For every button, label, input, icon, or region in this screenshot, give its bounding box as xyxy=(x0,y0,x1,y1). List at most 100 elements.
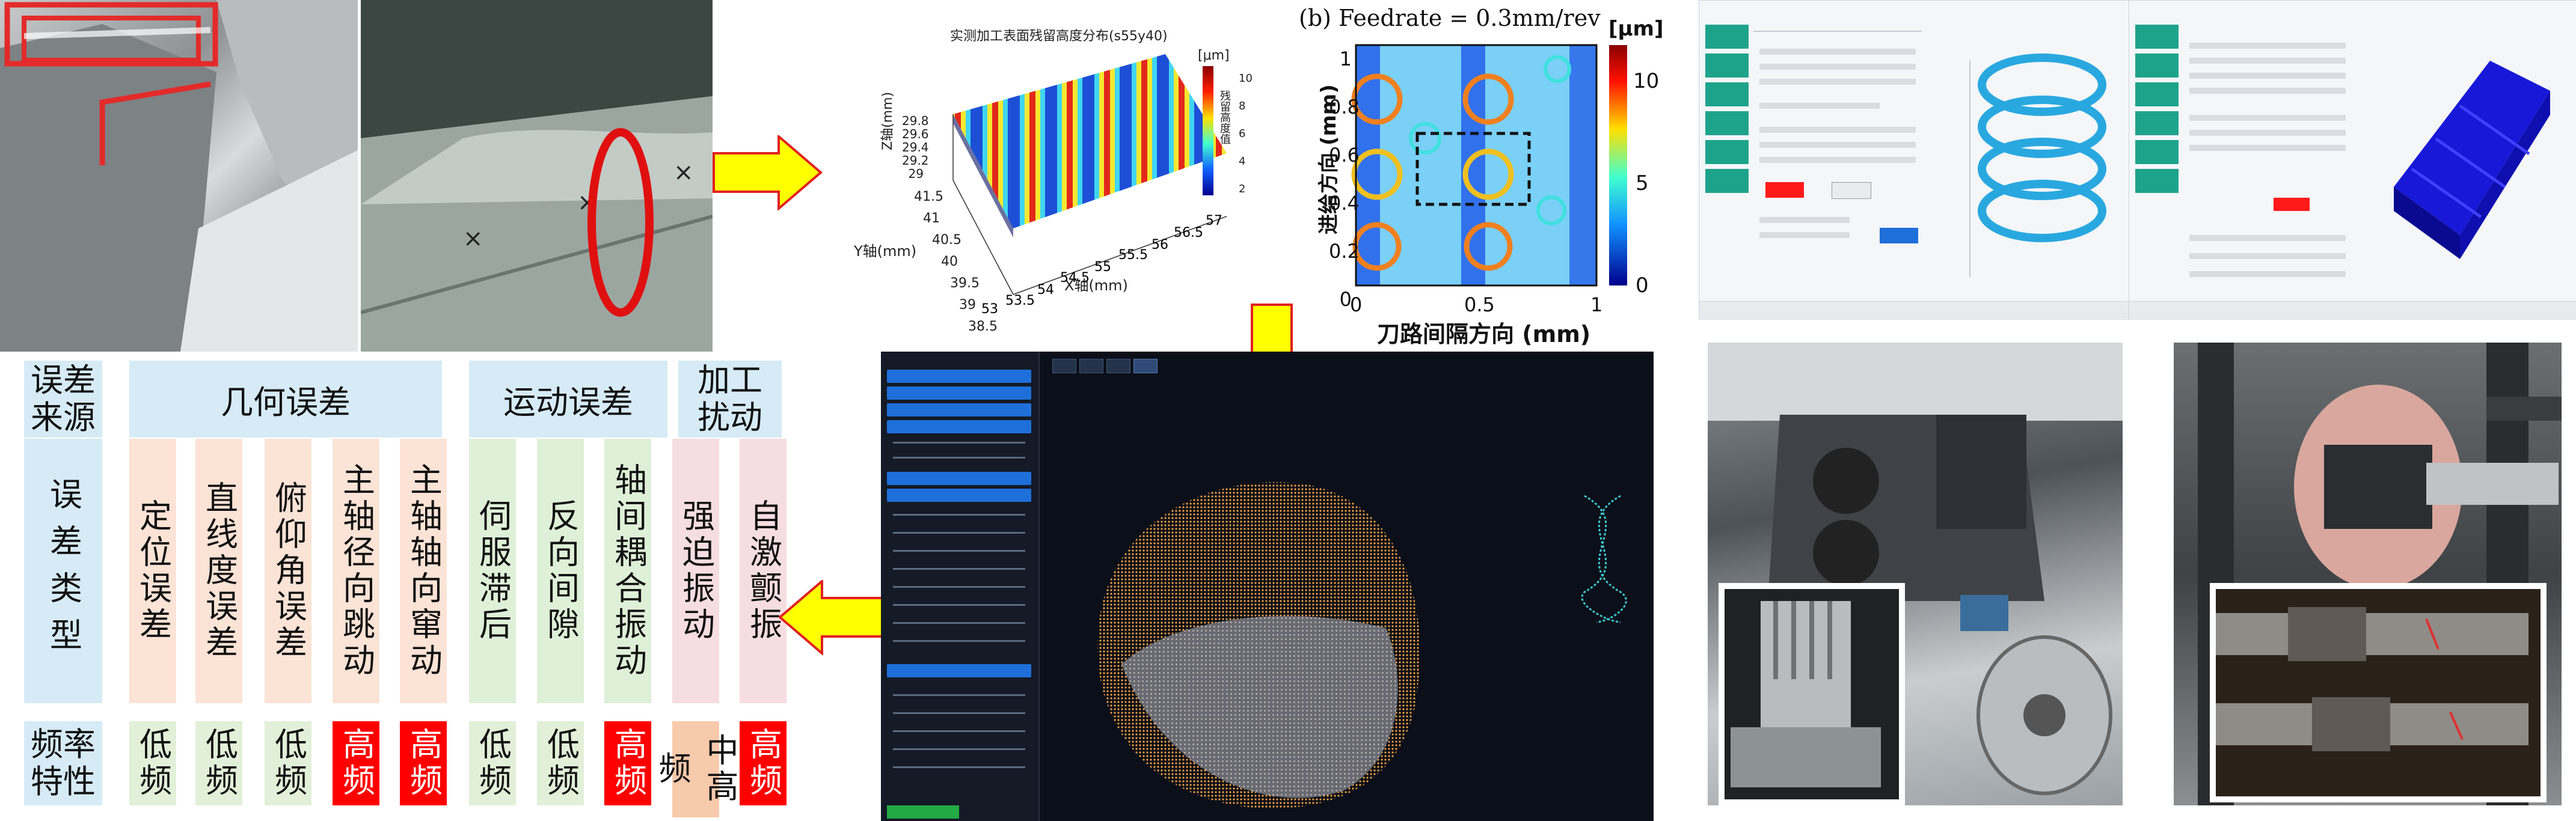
y-tick: 0.6 xyxy=(1329,144,1360,166)
y-tick: 38.5 xyxy=(968,319,998,334)
freq-cell: 低频 xyxy=(469,721,516,805)
surface-map-chart: (b) Feedrate = 0.3mm/rev xyxy=(1269,0,1666,352)
ui-nav-button[interactable] xyxy=(1705,169,1749,193)
ui-nav-button[interactable] xyxy=(2135,25,2179,49)
error-source-header: 误差来源 xyxy=(24,361,102,438)
map-cbar-unit: [μm] xyxy=(1608,17,1664,41)
x-tick: 57 xyxy=(1206,213,1222,228)
error-type-cell: 直线度误差 xyxy=(195,439,242,703)
surface-3d-y-ticks: 41.5 41 40.5 40 39.5 39 38.5 xyxy=(914,186,998,338)
ui-nav-button[interactable] xyxy=(1705,111,1749,135)
sim-button[interactable] xyxy=(887,489,1031,502)
surface-3d-cbar-ticks: 10 8 6 4 2 xyxy=(1239,65,1253,203)
freq-cell: 高频 xyxy=(333,721,379,805)
map-texture xyxy=(1351,45,1596,285)
ui-red-button[interactable] xyxy=(1765,182,1804,198)
ui-form-panel xyxy=(1753,25,1934,265)
error-type-text: 主轴径向跳动 xyxy=(337,463,375,679)
group-name: 加工扰动 xyxy=(698,361,762,436)
map-y-ticks: 1 0.8 0.6 0.4 0.2 0 xyxy=(1329,35,1360,323)
group-name: 运动误差 xyxy=(503,383,633,421)
sim-button[interactable] xyxy=(887,472,1031,485)
sim-tab[interactable] xyxy=(1106,359,1130,373)
sim-button[interactable] xyxy=(887,370,1031,383)
error-type-cell: 主轴轴向窜动 xyxy=(400,439,447,703)
sim-button[interactable] xyxy=(887,664,1031,677)
y-tick: 39.5 xyxy=(950,276,980,291)
freq-text: 低频 xyxy=(541,727,580,799)
map-cbar-tick: 0 xyxy=(1636,273,1649,298)
workpiece-photo: × × × xyxy=(361,0,713,352)
map-x-label: 刀路间隔方向 (mm) xyxy=(1377,321,1591,347)
sim-tab[interactable] xyxy=(1133,359,1158,373)
sim-button[interactable] xyxy=(887,403,1031,417)
y-tick: 0 xyxy=(1339,288,1352,311)
x-tick: 55 xyxy=(1094,260,1111,275)
ui-nav-button[interactable] xyxy=(2135,169,2179,193)
y-tick: 40.5 xyxy=(932,233,961,248)
ui-nav-button[interactable] xyxy=(2135,82,2179,106)
freq-cell: 高频 xyxy=(400,721,447,805)
freq-cell: 低频 xyxy=(129,721,176,805)
sim-green-button[interactable] xyxy=(887,805,959,819)
ui-red-button[interactable] xyxy=(2274,198,2310,211)
error-type-cell: 定位误差 xyxy=(129,439,176,703)
error-type-text: 定位误差 xyxy=(133,499,172,643)
svg-text:×: × xyxy=(673,159,694,186)
ui-nav-button[interactable] xyxy=(2135,111,2179,135)
map-cbar-tick: 10 xyxy=(1633,69,1660,93)
ui-blue-button[interactable] xyxy=(1880,228,1918,243)
sim-tab[interactable] xyxy=(1079,359,1103,373)
gear-shaft-inset-photo xyxy=(2210,583,2547,802)
sim-button[interactable] xyxy=(887,420,1031,433)
freq-text: 中高频 xyxy=(653,733,738,805)
error-type-cell: 强迫振动 xyxy=(672,439,719,703)
cbar-tick: 4 xyxy=(1239,155,1246,168)
error-type-text: 轴间耦合振动 xyxy=(609,463,647,679)
ui-nav-button[interactable] xyxy=(1705,53,1749,78)
error-type-text: 强迫振动 xyxy=(676,499,715,643)
map-y-label: 进给方向 (mm) xyxy=(1317,84,1341,234)
ui-nav-button[interactable] xyxy=(1705,25,1749,49)
freq-header-text: 频率特性 xyxy=(31,725,96,801)
freq-header: 频率特性 xyxy=(24,721,102,805)
x-tick: 56 xyxy=(1152,237,1168,252)
gear-shaft-photo xyxy=(2174,343,2562,805)
ui-nav-button[interactable] xyxy=(2135,53,2179,78)
surface-3d-cbar-unit: [μm] xyxy=(1198,48,1230,63)
y-tick: 0.2 xyxy=(1329,240,1360,263)
freq-text: 低频 xyxy=(269,727,307,799)
surface-3d-cbar-label: 残留高度值 xyxy=(1218,90,1231,144)
error-type-cell: 反向间隙 xyxy=(537,439,584,703)
y-tick: 41.5 xyxy=(914,189,943,204)
x-tick: 53.5 xyxy=(1005,293,1035,308)
surface-3d-x-ticks: 53 53.5 54 54.5 55 55.5 56 56.5 57 xyxy=(830,0,1251,337)
surface-3d-title: 实测加工表面残留高度分布(s55y40) xyxy=(950,29,1168,44)
cbar-tick: 6 xyxy=(1239,127,1246,140)
freq-text: 低频 xyxy=(133,727,172,799)
freq-cell: 低频 xyxy=(537,721,584,805)
z-tick: 29.8 xyxy=(902,114,929,128)
ui-nav-button[interactable] xyxy=(1705,140,1749,164)
ui-nav-button[interactable] xyxy=(1705,82,1749,106)
ui-nav-button[interactable] xyxy=(2135,140,2179,164)
map-x-tick: 0 xyxy=(1350,293,1363,316)
software-ui-screenshot-1 xyxy=(1699,0,2130,320)
error-type-header: 误差类型 xyxy=(24,439,102,703)
workpiece-inset-photo xyxy=(1719,583,1905,805)
y-tick: 1 xyxy=(1339,47,1352,70)
error-source-header-text: 误差来源 xyxy=(31,361,96,436)
spline-curves-icon xyxy=(1581,495,1627,623)
arrow-right-icon xyxy=(713,135,823,210)
error-type-cell: 主轴径向跳动 xyxy=(333,439,379,703)
map-cbar-tick: 5 xyxy=(1636,171,1649,195)
sim-button[interactable] xyxy=(887,386,1031,400)
software-ui-screenshot-2 xyxy=(2129,0,2576,320)
machine-spindle-photo xyxy=(1708,343,2123,805)
ui-grey-button[interactable] xyxy=(1832,182,1871,199)
y-tick: 40 xyxy=(941,254,958,269)
surface-3d-chart: 实测加工表面残留高度分布(s55y40) xyxy=(830,0,1253,338)
surface-3d-z-ticks: 29.8 29.6 29.4 29.2 29 xyxy=(902,114,929,180)
group-header-motion: 运动误差 xyxy=(469,361,667,438)
sim-tab[interactable] xyxy=(1052,359,1076,373)
